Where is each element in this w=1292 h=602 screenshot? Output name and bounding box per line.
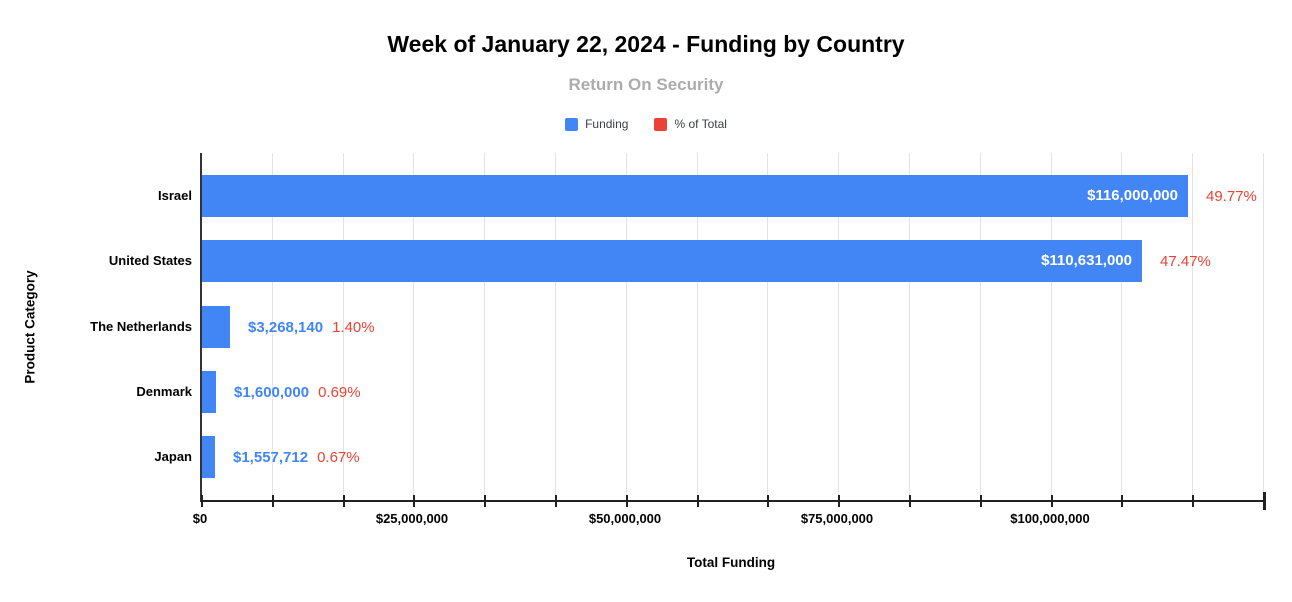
category-label-japan: Japan [154, 449, 192, 464]
legend: Funding % of Total [0, 117, 1292, 131]
pct-of-total-label: 0.67% [317, 448, 360, 466]
bar-the-netherlands[interactable] [202, 306, 230, 348]
bar-labels-israel: 49.77% [1206, 175, 1257, 217]
gridline [909, 153, 910, 500]
bar-labels-the-netherlands: $3,268,140 1.40% [248, 306, 375, 348]
x-tick-label--50-000-000: $50,000,000 [588, 511, 662, 526]
pct-of-total-label: 0.69% [318, 383, 361, 401]
bar-japan[interactable] [202, 436, 215, 478]
chart-title: Week of January 22, 2024 - Funding by Co… [387, 31, 905, 57]
gridline [838, 153, 839, 500]
category-label-denmark: Denmark [136, 384, 192, 399]
axis-tick [1051, 495, 1053, 507]
axis-tick [838, 495, 840, 507]
category-label-israel: Israel [158, 188, 192, 203]
gridline [343, 153, 344, 500]
legend-item-funding[interactable]: Funding [565, 117, 628, 131]
legend-label-pct-of-total: % of Total [674, 117, 727, 131]
legend-label-funding: Funding [585, 117, 629, 131]
axis-tick [767, 495, 769, 507]
axis-tick [697, 495, 699, 507]
axis-tick [1121, 495, 1123, 507]
gridline [272, 153, 273, 500]
funding-value-label: $1,557,712 [233, 448, 309, 466]
axis-tick [343, 495, 345, 507]
bar-labels-japan: $1,557,712 0.67% [233, 436, 360, 478]
axis-tick [555, 495, 557, 507]
funding-value-label: $1,600,000 [234, 383, 310, 401]
gridline [767, 153, 768, 500]
gridline [555, 153, 556, 500]
x-tick-label--25-000-000: $25,000,000 [375, 511, 449, 526]
legend-item-pct-of-total[interactable]: % of Total [654, 117, 727, 131]
category-axis: Israel United States The Netherlands Denmar… [0, 153, 192, 500]
gridline [626, 153, 627, 500]
axis-end-tick [1263, 492, 1266, 510]
pct-of-total-label: 1.40% [332, 318, 375, 336]
x-tick-label--100-000-000: $100,000,000 [1010, 511, 1090, 526]
gridline [484, 153, 485, 500]
funding-value-label: $110,631,000 [1041, 252, 1132, 269]
bar-denmark[interactable] [202, 371, 216, 413]
axis-tick [1192, 495, 1194, 507]
bar-row-japan: $1,557,712 0.67% [202, 436, 1264, 478]
chart-subtitle: Return On Security [568, 75, 724, 94]
gridline [413, 153, 414, 500]
bar-row-the-netherlands: $3,268,140 1.40% [202, 306, 1264, 348]
gridline [1192, 153, 1193, 500]
bar-israel[interactable]: $116,000,000 [202, 175, 1188, 217]
category-label-the-netherlands: The Netherlands [90, 319, 192, 334]
gridline [980, 153, 981, 500]
funding-value-label: $116,000,000 [1087, 187, 1178, 204]
pct-of-total-swatch-icon [654, 117, 668, 131]
pct-of-total-label: 47.47% [1160, 252, 1211, 270]
funding-value-label: $3,268,140 [248, 318, 324, 336]
axis-tick [626, 495, 628, 507]
gridline [697, 153, 698, 500]
axis-tick [272, 495, 274, 507]
bar-row-israel: $116,000,000 49.77% [202, 175, 1264, 217]
bar-united-states[interactable]: $110,631,000 [202, 240, 1142, 282]
axis-tick [413, 495, 415, 507]
x-tick-label--75-000-000: $75,000,000 [800, 511, 874, 526]
axis-tick [201, 495, 203, 507]
bar-row-united-states: $110,631,000 47.47% [202, 240, 1264, 282]
category-label-united-states: United States [108, 253, 192, 268]
axis-tick [980, 495, 982, 507]
plot-area: $116,000,000 49.77% $110,631,000 47.47% $3,2… [200, 153, 1266, 510]
bar-row-denmark: $1,600,000 0.69% [202, 371, 1264, 413]
axis-tick [909, 495, 911, 507]
axis-tick [484, 495, 486, 507]
gridline [1121, 153, 1122, 500]
x-axis-tick-labels: $0 $25,000,000 $50,000,000 $75,000,000 $100,… [193, 511, 1262, 529]
funding-swatch-icon [565, 117, 579, 131]
x-tick-label--0: $0 [192, 511, 208, 526]
gridline [1051, 153, 1052, 500]
bar-labels-denmark: $1,600,000 0.69% [234, 371, 361, 413]
x-axis-title: Total Funding [686, 555, 776, 570]
pct-of-total-label: 49.77% [1206, 187, 1257, 205]
bar-labels-united-states: 47.47% [1160, 240, 1211, 282]
gridline [1263, 153, 1264, 500]
